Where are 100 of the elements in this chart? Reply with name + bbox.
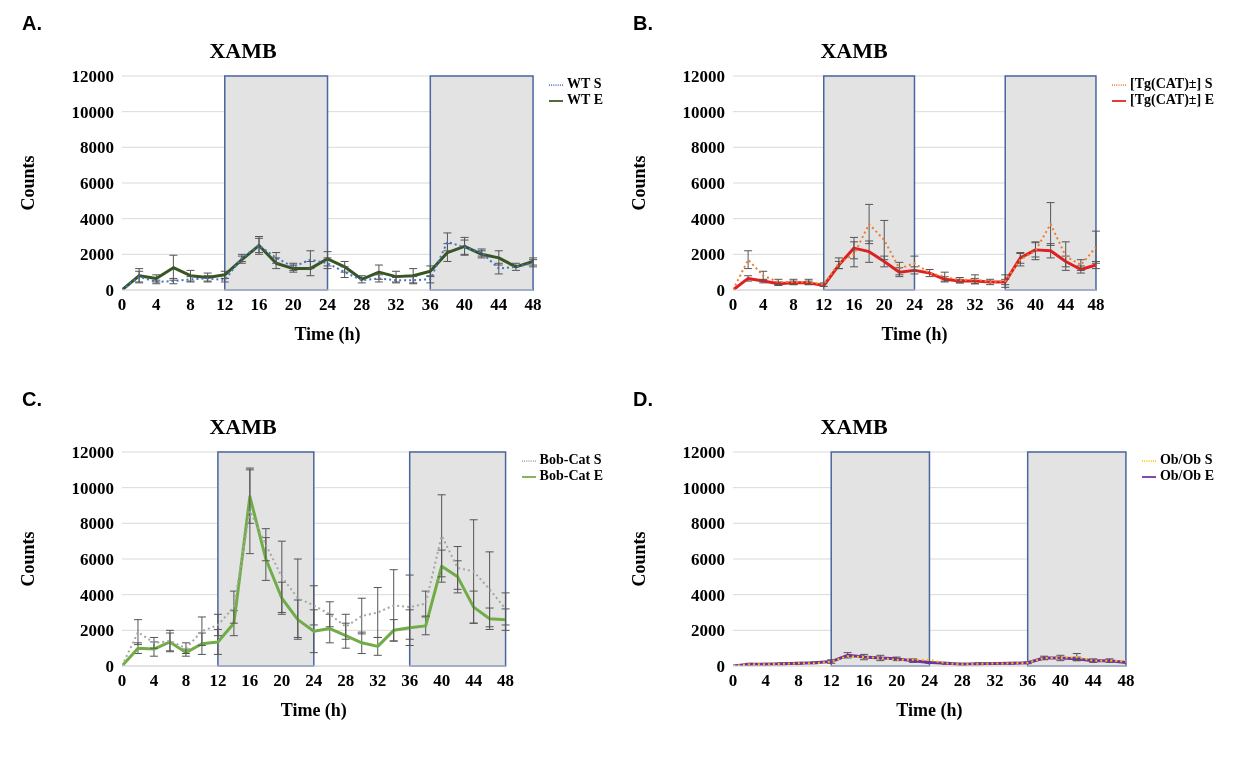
y-tick-label: 12000	[71, 67, 114, 87]
y-tick-label: 10000	[682, 102, 725, 122]
y-tick-label: 2000	[80, 621, 114, 641]
legend-label: Bob-Cat S	[539, 452, 602, 467]
chart-title: XAMB	[819, 38, 889, 64]
y-tick-label: 12000	[682, 443, 725, 463]
y-tick-label: 6000	[691, 174, 725, 194]
y-axis-title: Counts	[629, 531, 650, 587]
y-tick-label: 2000	[691, 621, 725, 641]
text: C.	[22, 388, 42, 411]
x-tick-label: 12	[216, 295, 234, 315]
x-axis-title: Time (h)	[294, 324, 361, 345]
x-tick-label: 44	[490, 295, 508, 315]
x-tick-label: 28	[936, 295, 954, 315]
x-tick-label: 28	[953, 671, 971, 691]
y-tick-label: 6000	[80, 174, 114, 194]
x-tick-label: 40	[1051, 671, 1069, 691]
y-tick-label: 12000	[682, 67, 725, 87]
x-tick-label: 32	[387, 295, 405, 315]
x-tick-label: 4	[149, 671, 159, 691]
x-tick-label: 16	[250, 295, 268, 315]
x-tick-label: 20	[875, 295, 893, 315]
y-tick-label: 12000	[71, 443, 114, 463]
y-tick-label: 4000	[691, 585, 725, 605]
x-tick-label: 44	[1084, 671, 1103, 691]
chart-title: XAMB	[819, 414, 889, 440]
x-tick-label: 32	[966, 295, 984, 315]
y-tick-label: 8000	[80, 138, 114, 158]
text: A.	[22, 12, 42, 35]
y-tick-label: 6000	[80, 550, 114, 570]
y-tick-label: 8000	[691, 138, 725, 158]
x-tick-label: 20	[284, 295, 302, 315]
x-tick-label: 8	[186, 295, 195, 315]
x-tick-label: 12	[815, 295, 833, 315]
x-tick-label: 36	[421, 295, 439, 315]
x-tick-label: 8	[789, 295, 798, 315]
legend-label: Ob/Ob S	[1159, 452, 1213, 467]
y-tick-label: 0	[716, 281, 725, 301]
x-tick-label: 8	[794, 671, 803, 691]
x-tick-label: 16	[241, 671, 259, 691]
y-tick-label: 4000	[80, 209, 114, 229]
chart-title: XAMB	[208, 38, 278, 64]
x-tick-label: 16	[845, 295, 863, 315]
x-tick-label: 44	[465, 671, 483, 691]
y-tick-label: 2000	[691, 245, 725, 265]
x-tick-label: 24	[905, 295, 924, 315]
x-tick-label: 12	[822, 671, 840, 691]
y-tick-label: 0	[105, 657, 114, 677]
x-tick-label: 8	[181, 671, 191, 691]
x-tick-label: 48	[497, 671, 515, 691]
x-tick-label: 44	[1057, 295, 1075, 315]
x-tick-label: 40	[456, 295, 474, 315]
x-tick-label: 28	[337, 671, 355, 691]
y-tick-label: 10000	[71, 102, 114, 122]
x-tick-label: 24	[305, 671, 323, 691]
y-axis-title: Counts	[18, 531, 39, 587]
y-tick-label: 10000	[71, 478, 114, 498]
text: B.	[633, 12, 653, 35]
x-tick-label: 48	[1087, 295, 1105, 315]
x-axis-title: Time (h)	[280, 700, 347, 721]
x-tick-label: 28	[353, 295, 371, 315]
x-tick-label: 20	[888, 671, 906, 691]
x-tick-label: 32	[369, 671, 387, 691]
y-tick-label: 10000	[682, 478, 725, 498]
y-axis-title: Counts	[18, 155, 39, 211]
x-tick-label: 40	[433, 671, 451, 691]
text: D.	[633, 388, 653, 411]
y-tick-label: 6000	[691, 550, 725, 570]
x-tick-label: 32	[986, 671, 1004, 691]
y-tick-label: 0	[716, 657, 725, 677]
legend-label: Ob/Ob E	[1159, 468, 1214, 483]
chart-title: XAMB	[208, 414, 278, 440]
x-tick-label: 4	[761, 671, 771, 691]
x-tick-label: 40	[1026, 295, 1044, 315]
x-tick-label: 24	[920, 671, 939, 691]
x-tick-label: 48	[1117, 671, 1135, 691]
legend-label: WT S	[567, 76, 602, 91]
legend-label: [Tg(CAT)±] E	[1129, 92, 1214, 107]
x-tick-label: 4	[152, 295, 162, 315]
x-tick-label: 20	[273, 671, 291, 691]
x-tick-label: 12	[209, 671, 227, 691]
x-tick-label: 48	[524, 295, 542, 315]
x-tick-label: 36	[996, 295, 1014, 315]
x-tick-label: 4	[759, 295, 768, 315]
x-tick-label: 16	[855, 671, 873, 691]
x-tick-label: 36	[401, 671, 419, 691]
x-tick-label: 36	[1019, 671, 1037, 691]
y-axis-title: Counts	[629, 155, 650, 211]
x-tick-label: 24	[319, 295, 337, 315]
y-tick-label: 8000	[80, 514, 114, 534]
legend-label: WT E	[567, 92, 603, 107]
legend-label: Bob-Cat E	[539, 468, 603, 483]
legend-label: [Tg(CAT)±] S	[1129, 76, 1213, 91]
y-tick-label: 2000	[80, 245, 114, 265]
y-tick-label: 0	[105, 281, 114, 301]
y-tick-label: 4000	[80, 585, 114, 605]
y-tick-label: 8000	[691, 514, 725, 534]
x-axis-title: Time (h)	[881, 324, 948, 345]
x-axis-title: Time (h)	[896, 700, 963, 721]
y-tick-label: 4000	[691, 209, 725, 229]
